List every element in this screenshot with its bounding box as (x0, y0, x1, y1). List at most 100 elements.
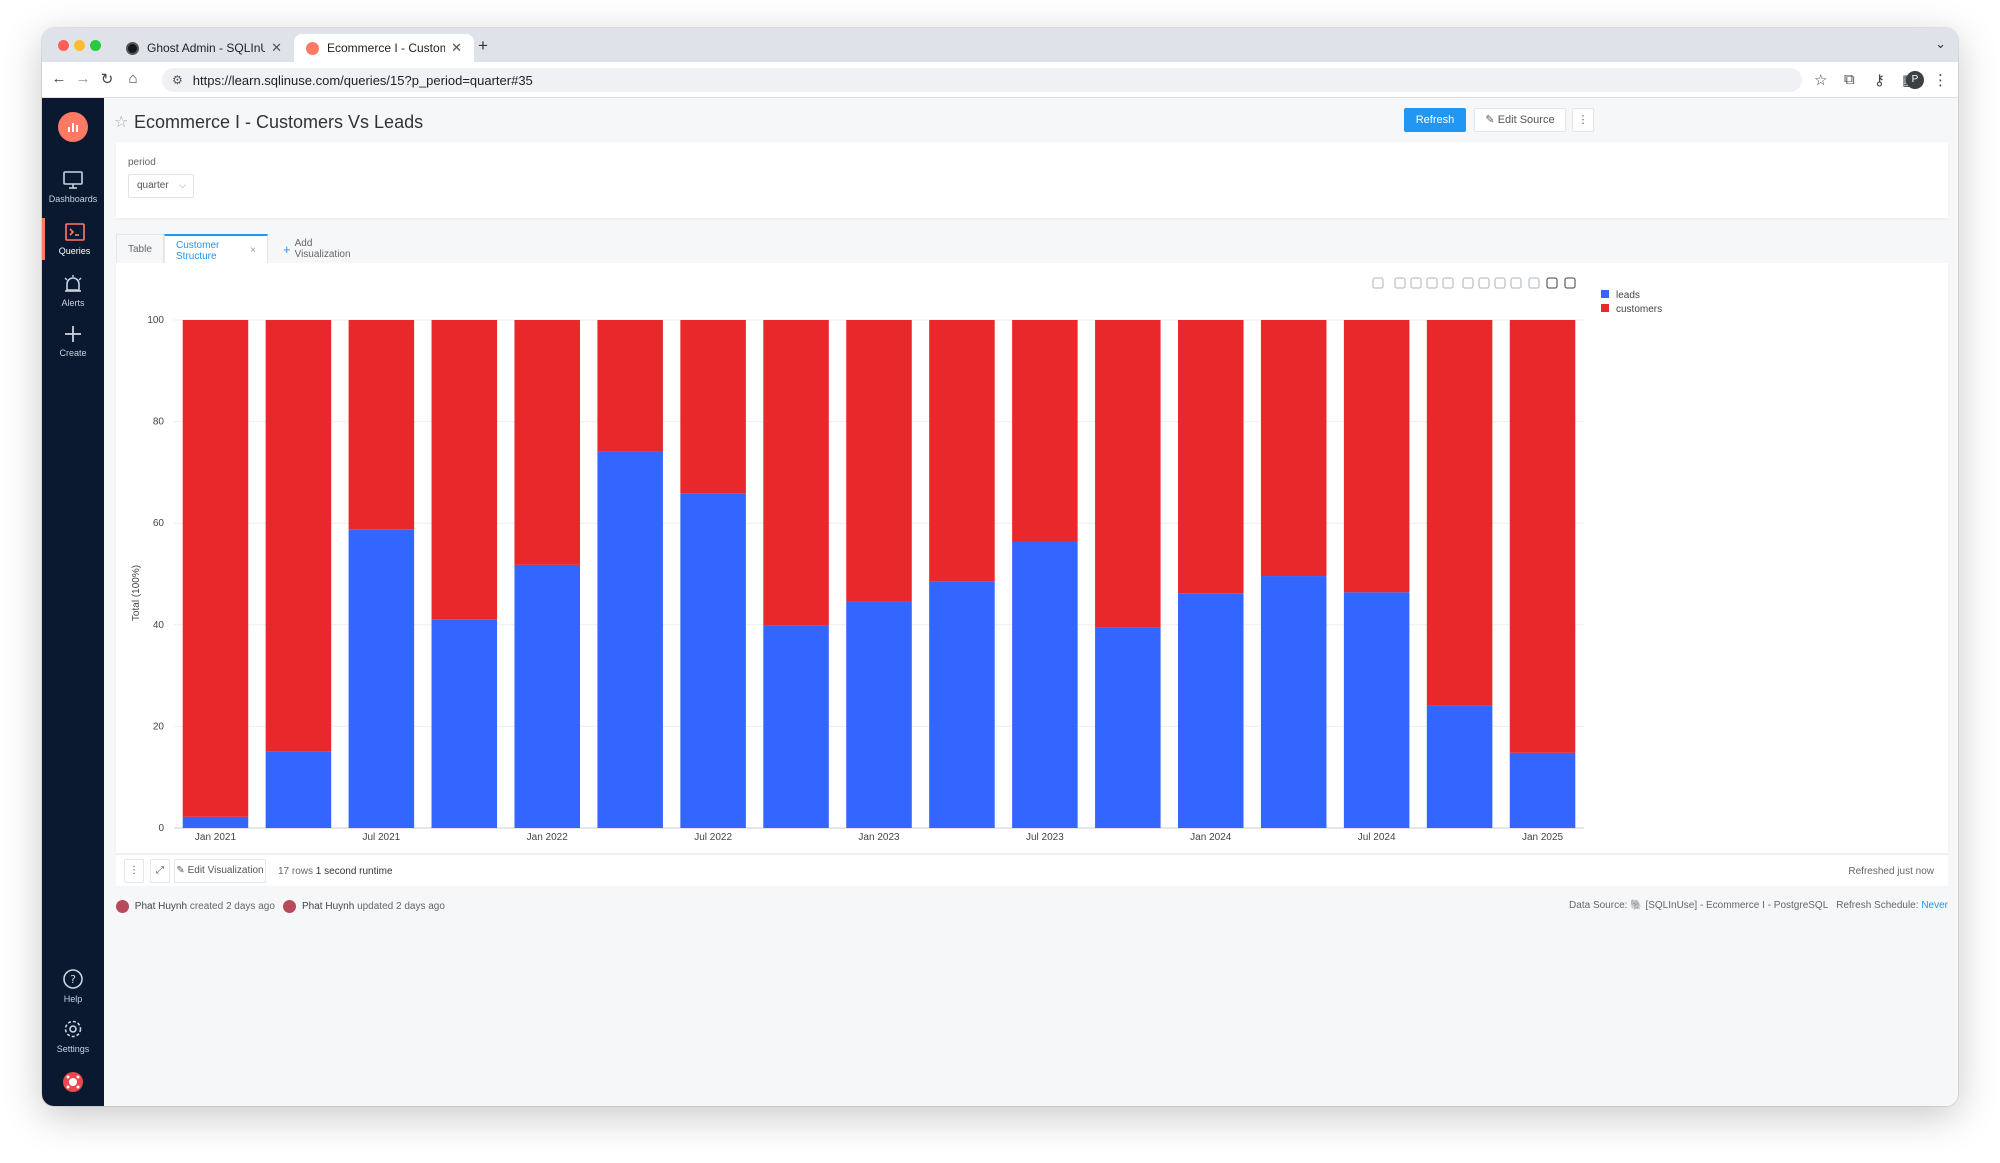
legend-label[interactable]: customers (1616, 304, 1662, 315)
site-settings-icon[interactable]: ⚙ (172, 73, 183, 87)
new-tab-button[interactable]: + (478, 36, 488, 55)
reload-icon[interactable]: ↻ (100, 71, 114, 88)
bar-leads[interactable] (431, 619, 498, 828)
fullscreen-button[interactable]: ⤢ (150, 859, 170, 883)
stacked-bar-chart[interactable]: 0 20 40 60 80 100 Jan 2021 Jul 2021 Jan 2022 Jul… (116, 263, 1948, 853)
legend-label[interactable]: leads (1616, 290, 1640, 301)
bar-customers[interactable] (1343, 320, 1410, 593)
bar-leads[interactable] (846, 601, 912, 828)
bar-customers[interactable] (1260, 320, 1327, 577)
sidebar-item-help[interactable]: ? Help (42, 968, 104, 1004)
spike-lines-icon[interactable] (1528, 277, 1540, 289)
bar-customers[interactable] (431, 320, 498, 620)
x-tick-label: Jan 2022 (527, 832, 569, 843)
bar-leads[interactable] (1343, 592, 1410, 828)
bar-leads[interactable] (182, 816, 249, 828)
bar-leads[interactable] (680, 493, 746, 828)
bar-leads[interactable] (1509, 752, 1576, 828)
autoscale-icon[interactable] (1494, 277, 1506, 289)
bar-customers[interactable] (597, 320, 663, 452)
bar-customers[interactable] (265, 320, 332, 752)
bar-leads[interactable] (763, 625, 829, 828)
bar-leads[interactable] (1426, 705, 1493, 828)
bar-leads[interactable] (265, 751, 332, 828)
pan-icon[interactable] (1410, 277, 1422, 289)
close-window-button[interactable] (58, 40, 69, 51)
add-visualization-button[interactable]: + Add Visualization (272, 234, 368, 264)
plus-icon: + (283, 241, 291, 257)
refresh-schedule-link[interactable]: Never (1921, 900, 1948, 911)
bar-leads[interactable] (1260, 576, 1327, 828)
sidebar-item-create[interactable]: Create (42, 324, 104, 358)
bar-leads[interactable] (348, 529, 415, 828)
bar-customers[interactable] (1012, 320, 1078, 542)
sidebar-item-alerts[interactable]: Alerts (42, 274, 104, 308)
x-tick-label: Jan 2024 (1190, 832, 1232, 843)
bar-leads[interactable] (597, 451, 663, 828)
home-icon[interactable]: ⌂ (128, 70, 138, 87)
bookmark-star-icon[interactable]: ☆ (1814, 72, 1828, 89)
sidebar-item-dashboards[interactable]: Dashboards (42, 170, 104, 204)
home-icon[interactable] (1510, 277, 1522, 289)
tab-search-chevron-icon[interactable]: ⌄ (1935, 36, 1946, 51)
viz-more-menu-button[interactable]: ⋮ (124, 859, 144, 883)
bar-customers[interactable] (763, 320, 829, 626)
zoom-out-icon[interactable] (1478, 277, 1490, 289)
bar-customers[interactable] (680, 320, 746, 494)
refresh-button[interactable]: Refresh (1404, 108, 1466, 132)
bar-customers[interactable] (1509, 320, 1576, 753)
sidebar-item-settings[interactable]: Settings (42, 1018, 104, 1054)
zoom-icon[interactable] (1394, 277, 1406, 289)
bar-leads[interactable] (1095, 627, 1161, 828)
sidebar-item-queries[interactable]: Queries (42, 218, 104, 260)
forward-arrow-icon[interactable]: → (75, 70, 91, 87)
data-source-info: Data Source: 🐘 [SQLInUse] - Ecommerce I … (1569, 900, 1948, 911)
favorite-star-icon[interactable]: ☆ (114, 114, 129, 131)
close-tab-icon[interactable]: × (250, 245, 256, 256)
password-key-icon[interactable]: ⚷ (1874, 72, 1885, 89)
page-title[interactable]: Ecommerce I - Customers Vs Leads (134, 112, 424, 132)
chart-y-ticks: 0 20 40 60 80 100 (147, 315, 164, 834)
query-more-menu-button[interactable]: ⋮ (1572, 108, 1594, 132)
browser-tab-ghost[interactable]: Ghost Admin - SQLInUse ✕ (114, 34, 294, 62)
bar-customers[interactable] (182, 320, 249, 817)
bar-leads[interactable] (514, 564, 580, 828)
user-avatar (116, 900, 129, 913)
bar-customers[interactable] (929, 320, 995, 582)
hover-compare-icon[interactable] (1564, 277, 1576, 289)
bar-customers[interactable] (1426, 320, 1493, 706)
redash-logo-icon[interactable] (58, 112, 88, 142)
url-field[interactable]: ⚙ https://learn.sqlinuse.com/queries/15?… (162, 68, 1802, 92)
back-arrow-icon[interactable]: ← (51, 70, 67, 87)
edit-source-button[interactable]: ✎ Edit Source (1474, 108, 1566, 132)
box-select-icon[interactable] (1426, 277, 1438, 289)
bar-customers[interactable] (1095, 320, 1161, 628)
maximize-window-button[interactable] (90, 40, 101, 51)
camera-icon[interactable] (1372, 277, 1384, 289)
zoom-in-icon[interactable] (1462, 277, 1474, 289)
extensions-icon[interactable]: ⧉ (1844, 71, 1855, 88)
tab-table[interactable]: Table (116, 234, 164, 264)
hover-closest-icon[interactable] (1546, 277, 1558, 289)
bar-customers[interactable] (514, 320, 580, 565)
browser-tab-bar: Ghost Admin - SQLInUse ✕ Ecommerce I - C… (42, 28, 1958, 62)
bar-customers[interactable] (846, 320, 912, 602)
bar-leads[interactable] (1012, 541, 1078, 828)
user-avatar[interactable] (63, 1072, 83, 1092)
tab-customer-structure[interactable]: Customer Structure × (164, 234, 268, 265)
lasso-icon[interactable] (1442, 277, 1454, 289)
browser-menu-icon[interactable]: ⋮ (1933, 72, 1948, 89)
profile-avatar[interactable]: P (1906, 71, 1924, 89)
bar-leads[interactable] (1178, 593, 1244, 828)
bar-customers[interactable] (1178, 320, 1244, 594)
minimize-window-button[interactable] (74, 40, 85, 51)
close-tab-icon[interactable]: ✕ (271, 40, 282, 55)
updated-user: Phat Huynh (302, 901, 355, 913)
bar-leads[interactable] (929, 581, 995, 828)
browser-tab-redash[interactable]: Ecommerce I - Customers Vs ✕ (294, 34, 474, 62)
close-tab-icon[interactable]: ✕ (451, 40, 462, 55)
runtime-text: 1 second runtime (315, 866, 393, 877)
bar-customers[interactable] (348, 320, 415, 530)
period-select[interactable]: quarter ⌵ (128, 174, 194, 198)
edit-visualization-button[interactable]: ✎ Edit Visualization (174, 859, 266, 883)
